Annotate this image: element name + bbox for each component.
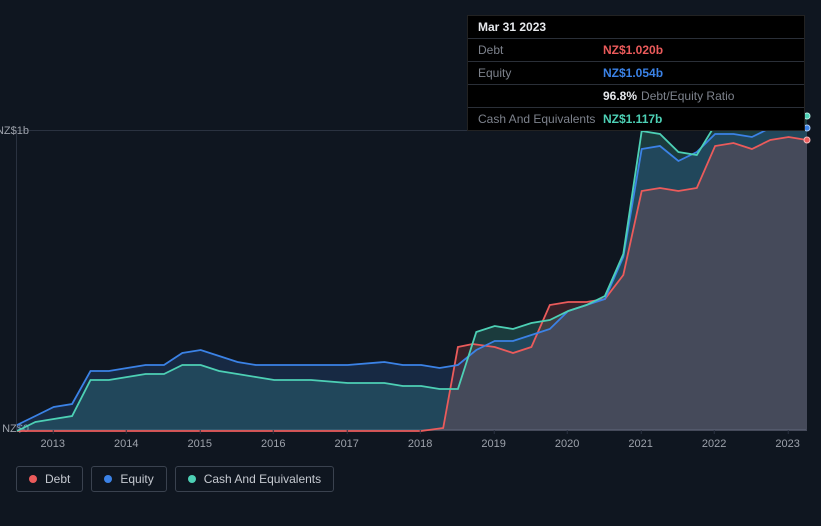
x-tick: 2021 <box>628 438 652 450</box>
tooltip-date: Mar 31 2023 <box>468 16 804 39</box>
x-tick: 2023 <box>775 438 799 450</box>
x-tick: 2013 <box>40 438 64 450</box>
legend-dot-cash <box>188 475 196 483</box>
legend-item-equity[interactable]: Equity <box>91 466 166 492</box>
tooltip-label: Cash And Equivalents <box>478 112 603 126</box>
tooltip-label <box>478 89 603 103</box>
x-axis: 2013 2014 2015 2016 2017 2018 2019 2020 2021 2022… <box>16 432 806 448</box>
legend-item-debt[interactable]: Debt <box>16 466 83 492</box>
tooltip-date-text: Mar 31 2023 <box>478 20 546 34</box>
legend-item-cash[interactable]: Cash And Equivalents <box>175 466 334 492</box>
legend-label-equity: Equity <box>120 472 153 486</box>
x-tick: 2018 <box>408 438 432 450</box>
tooltip-row-ratio: 96.8% Debt/Equity Ratio <box>468 85 804 108</box>
x-tick: 2015 <box>187 438 211 450</box>
tooltip-label: Equity <box>478 66 603 80</box>
tooltip-value-debt: NZ$1.020b <box>603 43 663 57</box>
tooltip-row-equity: Equity NZ$1.054b <box>468 62 804 85</box>
tooltip-suffix-ratio: Debt/Equity Ratio <box>641 89 734 103</box>
legend-dot-equity <box>104 475 112 483</box>
tooltip-value-equity: NZ$1.054b <box>603 66 663 80</box>
x-tick: 2017 <box>334 438 358 450</box>
tooltip-row-cash: Cash And Equivalents NZ$1.117b <box>468 108 804 130</box>
debt-equity-chart: NZ$1b NZ$0 20132014201520162017201820192… <box>16 120 806 466</box>
x-tick: 2022 <box>702 438 726 450</box>
tooltip-panel: Mar 31 2023 Debt NZ$1.020b Equity NZ$1.0… <box>467 15 805 131</box>
plot-area[interactable]: NZ$1b NZ$0 <box>16 130 806 430</box>
legend-dot-debt <box>29 475 37 483</box>
legend-label-debt: Debt <box>45 472 70 486</box>
tooltip-row-debt: Debt NZ$1.020b <box>468 39 804 62</box>
tooltip-value-ratio: 96.8% <box>603 89 637 103</box>
chart-svg <box>17 131 807 431</box>
x-tick: 2016 <box>261 438 285 450</box>
x-tick: 2014 <box>114 438 138 450</box>
x-tick: 2019 <box>481 438 505 450</box>
tooltip-label: Debt <box>478 43 603 57</box>
legend-label-cash: Cash And Equivalents <box>204 472 321 486</box>
x-tick: 2020 <box>555 438 579 450</box>
end-dot-debt <box>804 137 811 144</box>
legend: Debt Equity Cash And Equivalents <box>16 466 334 492</box>
tooltip-value-cash: NZ$1.117b <box>603 112 662 126</box>
